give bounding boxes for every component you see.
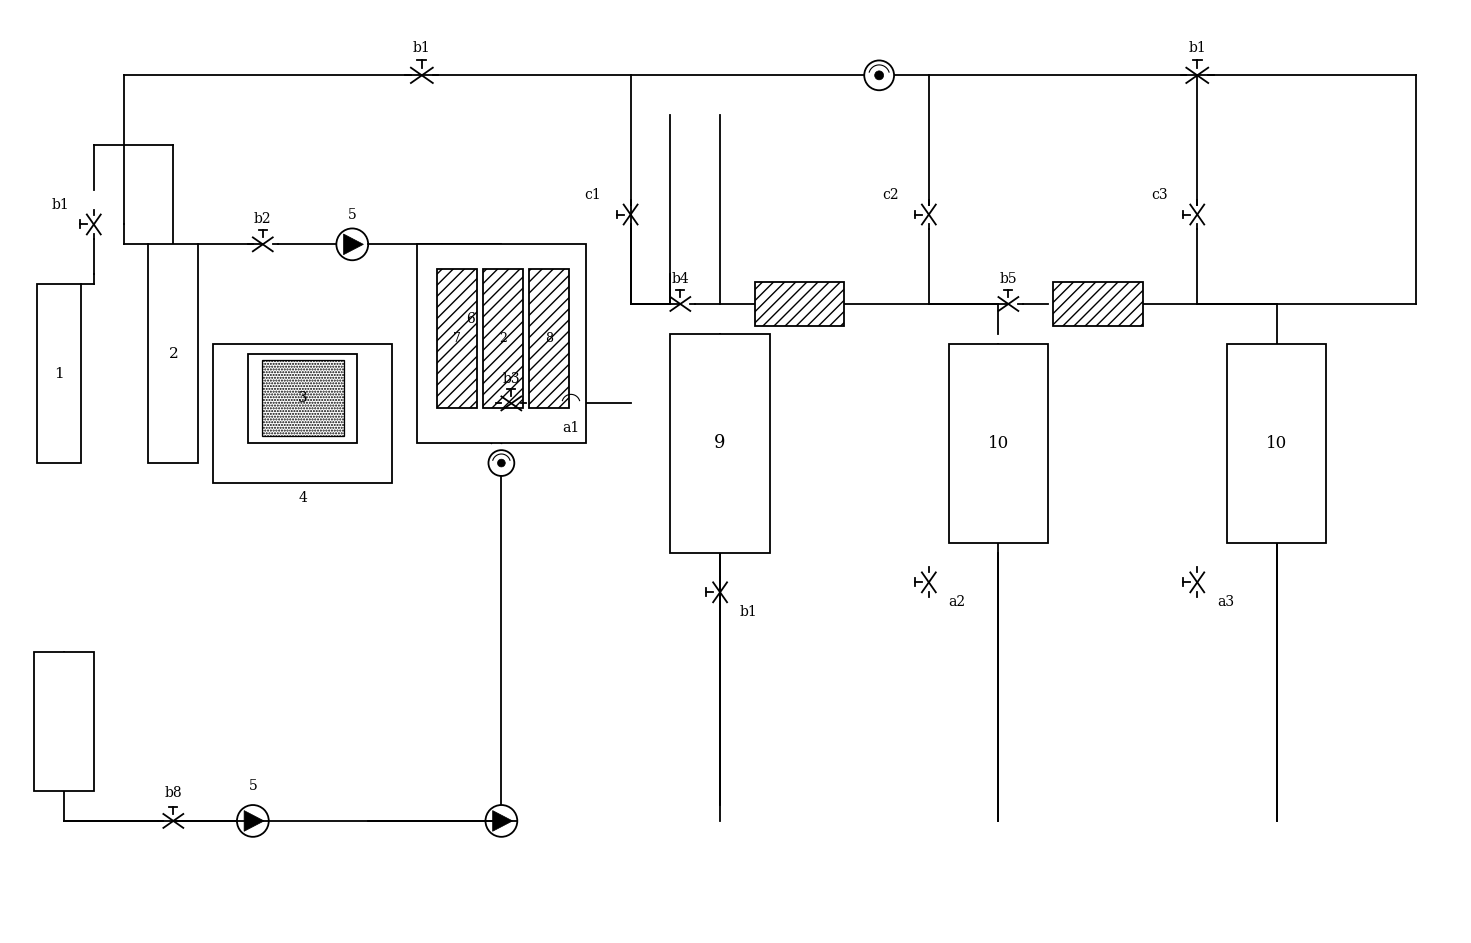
Bar [949, 344, 1049, 542]
Text: c1: c1 [584, 188, 600, 202]
Bar [249, 354, 357, 443]
Text: b1: b1 [1189, 41, 1206, 55]
Bar [755, 282, 844, 326]
Text: a2: a2 [949, 595, 966, 609]
Text: b4: b4 [671, 273, 690, 286]
Text: 4: 4 [299, 491, 307, 505]
Bar [416, 244, 585, 443]
Text: c2: c2 [883, 188, 899, 202]
Circle shape [237, 805, 269, 836]
Text: b5: b5 [1000, 273, 1016, 286]
Text: 10: 10 [989, 435, 1009, 452]
Text: a3: a3 [1217, 595, 1234, 609]
Bar [671, 334, 769, 553]
Circle shape [568, 400, 575, 407]
Circle shape [488, 450, 515, 476]
Circle shape [337, 228, 368, 260]
Circle shape [497, 459, 505, 467]
Text: 8: 8 [546, 332, 553, 345]
Text: b1: b1 [413, 41, 431, 55]
Text: b3: b3 [503, 372, 521, 386]
Bar [1227, 344, 1327, 542]
Bar [37, 284, 81, 463]
Text: 9: 9 [715, 434, 725, 452]
Bar [149, 244, 199, 463]
Text: 5: 5 [249, 779, 257, 793]
Text: 1: 1 [54, 367, 63, 381]
Text: b2: b2 [254, 212, 272, 226]
Circle shape [558, 390, 584, 416]
Text: 2: 2 [500, 332, 507, 345]
Bar [34, 652, 94, 791]
Circle shape [865, 60, 894, 91]
Bar [484, 269, 524, 408]
Polygon shape [244, 811, 263, 832]
Bar [262, 360, 344, 437]
Bar [1053, 282, 1143, 326]
Bar [437, 269, 477, 408]
Circle shape [485, 805, 518, 836]
Text: a1: a1 [562, 422, 580, 436]
Polygon shape [344, 234, 363, 255]
Text: b1: b1 [740, 605, 758, 620]
Circle shape [875, 71, 884, 80]
Bar [213, 344, 393, 483]
Circle shape [437, 315, 446, 323]
Circle shape [428, 305, 456, 333]
Bar [530, 269, 569, 408]
Text: 6: 6 [466, 312, 475, 326]
Text: c3: c3 [1150, 188, 1168, 202]
Text: b8: b8 [165, 786, 182, 800]
Polygon shape [493, 811, 512, 832]
Text: 5: 5 [349, 207, 356, 222]
Text: 3: 3 [297, 391, 307, 405]
Text: 10: 10 [1267, 435, 1287, 452]
Text: 2: 2 [169, 347, 178, 361]
Text: 7: 7 [453, 332, 460, 345]
Text: b1: b1 [51, 198, 69, 211]
